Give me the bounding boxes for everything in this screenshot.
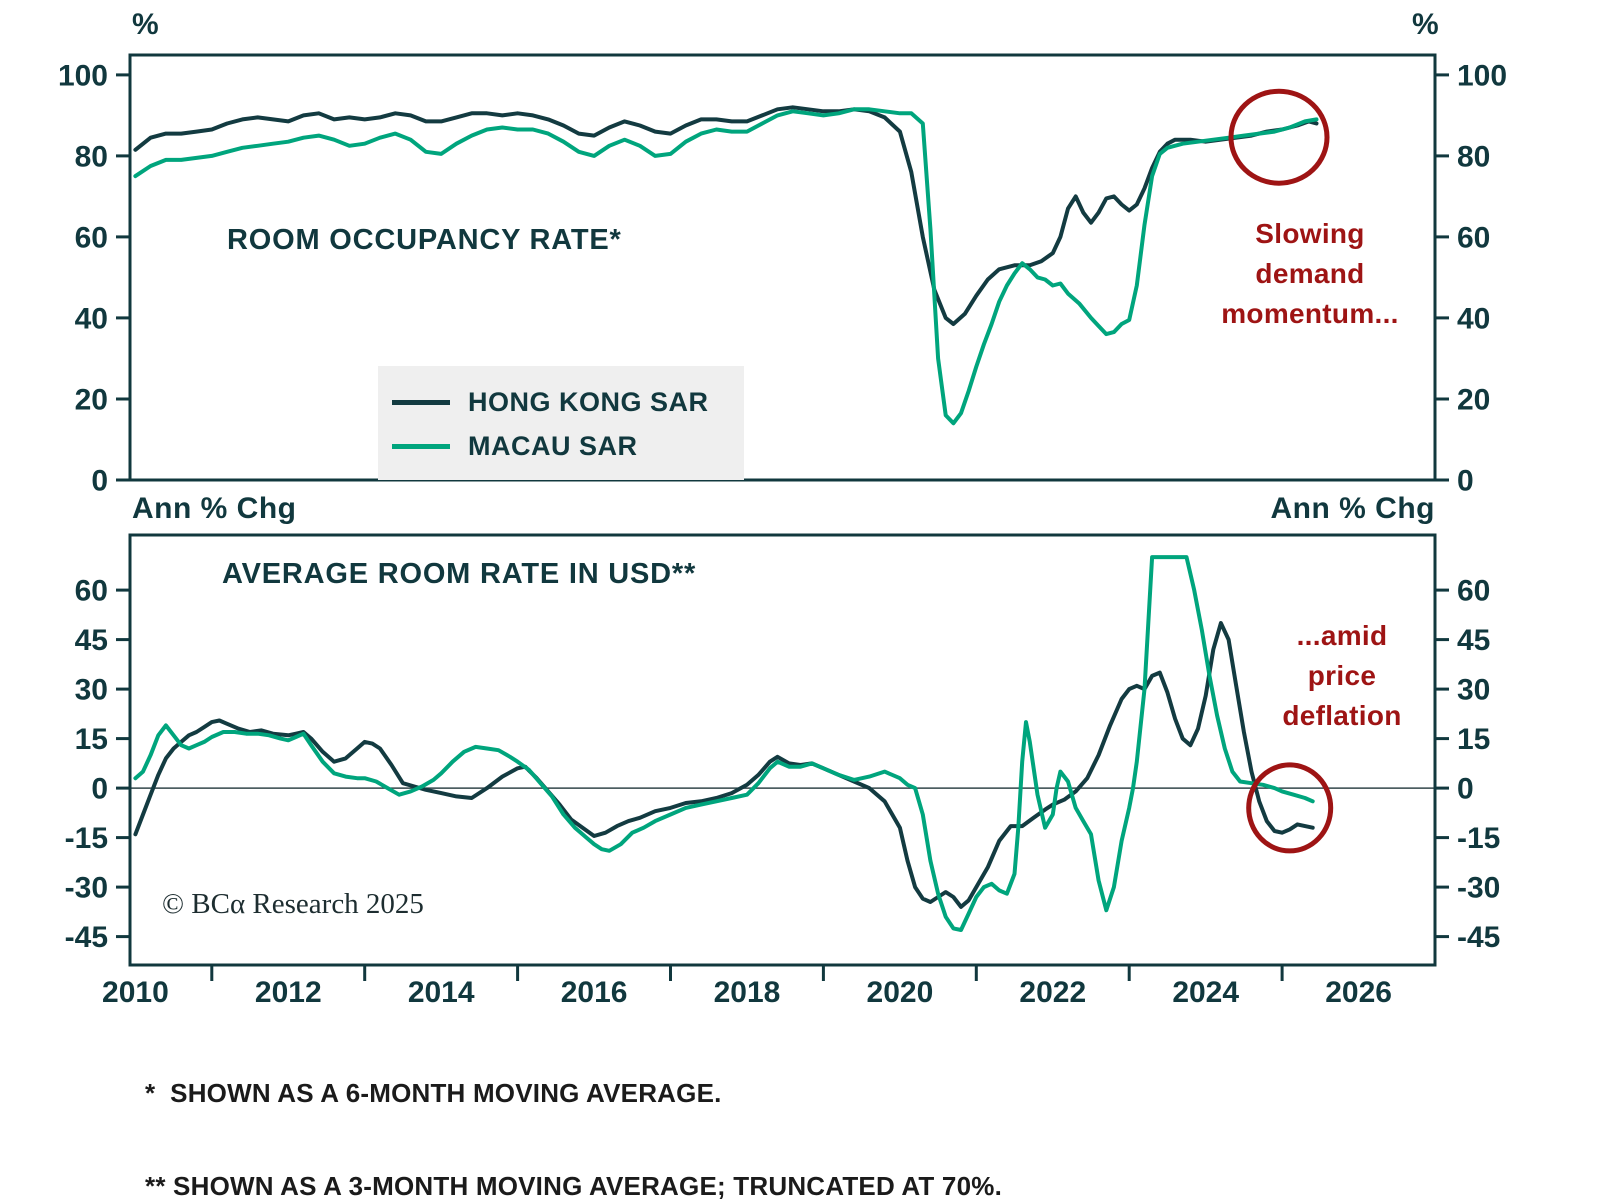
y-tick-label-left: 60 bbox=[75, 575, 108, 608]
y-tick-label-right: 20 bbox=[1457, 384, 1490, 417]
y-tick-label-left: 45 bbox=[75, 624, 108, 657]
copyright-notice: © BCα Research 2025 bbox=[162, 888, 424, 920]
legend-label-macau: MACAU SAR bbox=[468, 430, 638, 461]
hong-kong-line-swatch bbox=[392, 399, 450, 405]
annotation-line: deflation bbox=[1282, 700, 1402, 731]
x-tick-label: 2026 bbox=[1325, 976, 1392, 1009]
legend-label-hong-kong: HONG KONG SAR bbox=[468, 386, 709, 417]
y-tick-label-left: 0 bbox=[91, 773, 108, 806]
annotation-line: Slowing bbox=[1255, 218, 1365, 249]
y-tick-label-left: 20 bbox=[75, 384, 108, 417]
footnotes: * SHOWN AS A 6-MONTH MOVING AVERAGE. ** … bbox=[145, 1016, 1219, 1200]
y-tick-label-right: 40 bbox=[1457, 302, 1490, 335]
y-tick-label-left: -45 bbox=[65, 921, 108, 954]
y-tick-label-right: 0 bbox=[1457, 465, 1474, 498]
y-tick-label-right: 45 bbox=[1457, 624, 1490, 657]
legend: HONG KONG SAR MACAU SAR bbox=[378, 366, 744, 480]
x-tick-label: 2012 bbox=[255, 976, 322, 1009]
y-tick-label-right: 60 bbox=[1457, 221, 1490, 254]
annotation-line: demand bbox=[1255, 258, 1365, 289]
annotation-line: momentum... bbox=[1221, 298, 1399, 329]
y-tick-label-right: -45 bbox=[1457, 921, 1500, 954]
footnote-truncation: ** SHOWN AS A 3-MONTH MOVING AVERAGE; TR… bbox=[145, 1171, 1002, 1200]
annotation-price-deflation: ...amid price deflation bbox=[1243, 616, 1441, 736]
annotation-line: price bbox=[1307, 660, 1377, 691]
panel-border bbox=[128, 533, 1437, 967]
x-tick-label: 2020 bbox=[867, 976, 934, 1009]
y-tick-label-right: 60 bbox=[1457, 575, 1490, 608]
y-tick-label-left: -30 bbox=[65, 872, 108, 905]
y-tick-label-left: 100 bbox=[58, 59, 108, 92]
legend-item-hong-kong: HONG KONG SAR bbox=[392, 380, 744, 424]
y-tick-label-right: -15 bbox=[1457, 822, 1500, 855]
y-tick-label-left: 15 bbox=[75, 723, 108, 756]
y-tick-label-right: 30 bbox=[1457, 674, 1490, 707]
y-tick-label-left: 80 bbox=[75, 140, 108, 173]
annotation-line: ...amid bbox=[1296, 620, 1388, 651]
legend-item-macau: MACAU SAR bbox=[392, 424, 744, 468]
bottom-panel-title: AVERAGE ROOM RATE IN USD** bbox=[222, 558, 697, 590]
y-tick-label-right: 0 bbox=[1457, 773, 1474, 806]
unit-label-top-right: % bbox=[1412, 8, 1440, 41]
series-line-macau-sar bbox=[133, 555, 1315, 932]
unit-label-top-left: % bbox=[132, 8, 160, 41]
unit-label-bottom-left: Ann % Chg bbox=[132, 492, 297, 525]
macau-line-swatch bbox=[392, 443, 450, 449]
y-tick-label-right: 80 bbox=[1457, 140, 1490, 173]
highlight-circle bbox=[1228, 88, 1330, 186]
x-tick-label: 2016 bbox=[561, 976, 628, 1009]
y-tick-label-left: 40 bbox=[75, 302, 108, 335]
highlight-circle bbox=[1246, 762, 1334, 854]
x-tick-label: 2022 bbox=[1019, 976, 1086, 1009]
y-tick-label-left: 0 bbox=[91, 465, 108, 498]
top-panel-title: ROOM OCCUPANCY RATE* bbox=[227, 224, 622, 256]
y-tick-label-right: -30 bbox=[1457, 872, 1500, 905]
y-tick-label-left: -15 bbox=[65, 822, 108, 855]
unit-label-bottom-right: Ann % Chg bbox=[1270, 492, 1435, 525]
x-tick-label: 2024 bbox=[1172, 976, 1239, 1009]
series-line-macau-sar bbox=[133, 107, 1319, 426]
panel-border bbox=[128, 53, 1437, 482]
x-tick-label: 2010 bbox=[102, 976, 169, 1009]
x-tick-label: 2018 bbox=[714, 976, 781, 1009]
footnote-moving-average: * SHOWN AS A 6-MONTH MOVING AVERAGE. bbox=[145, 1078, 722, 1108]
x-tick-label: 2014 bbox=[408, 976, 475, 1009]
y-tick-label-left: 30 bbox=[75, 674, 108, 707]
series-line-hong-kong-sar bbox=[133, 105, 1319, 326]
y-tick-label-left: 60 bbox=[75, 221, 108, 254]
annotation-slowing-demand: Slowing demand momentum... bbox=[1180, 214, 1440, 334]
y-tick-label-right: 15 bbox=[1457, 723, 1490, 756]
y-tick-label-right: 100 bbox=[1457, 59, 1507, 92]
